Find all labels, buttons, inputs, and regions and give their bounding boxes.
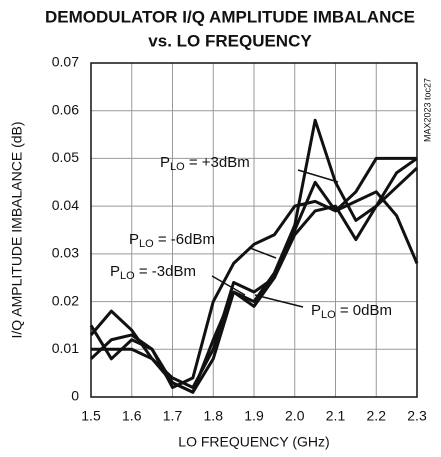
y-tick-label: 0.03 [52, 245, 79, 261]
y-tick-label: 0.04 [52, 197, 79, 213]
chart-title: vs. LO FREQUENCY [148, 31, 312, 50]
annotation-arrow [297, 169, 339, 183]
annotation: PLO = +3dBm [160, 154, 250, 173]
x-tick-label: 1.7 [163, 408, 183, 424]
annotation-arrow [211, 275, 246, 296]
annotation-arrow [254, 294, 304, 308]
x-tick-label: 1.6 [122, 408, 142, 424]
annotation-text: = +3dBm [185, 154, 250, 171]
annotation-symbol: P [160, 154, 170, 171]
x-axis-label: LO FREQUENCY (GHz) [178, 434, 329, 450]
side-note: MAX2023 toc27 [422, 78, 432, 142]
annotation: PLO = -6dBm [129, 231, 215, 250]
annotation-symbol: P [110, 263, 120, 280]
annotation-subscript: LO [120, 270, 135, 282]
annotation-symbol: P [311, 302, 321, 319]
series-line [89, 166, 419, 394]
annotation-text: = -6dBm [154, 231, 215, 248]
y-tick-label: 0.06 [52, 101, 79, 117]
annotation-subscript: LO [139, 238, 154, 250]
chart-title: DEMODULATOR I/Q AMPLITUDE IMBALANCE [45, 7, 415, 26]
y-tick-label: 0.05 [52, 149, 79, 165]
annotation-text: = 0dBm [336, 302, 392, 319]
annotation: PLO = -3dBm [110, 263, 196, 282]
x-tick-label: 1.8 [204, 408, 224, 424]
series-line [89, 118, 418, 394]
annotation-subscript: LO [321, 309, 336, 321]
y-tick-label: 0.07 [52, 54, 79, 70]
x-tick-label: 2.1 [326, 408, 346, 424]
annotation-symbol: P [129, 231, 139, 248]
x-tick-label: 1.9 [244, 408, 264, 424]
series-line [91, 156, 417, 389]
plot-frame [90, 62, 418, 398]
x-tick-label: 2.2 [367, 408, 387, 424]
x-tick-label: 1.5 [81, 408, 101, 424]
annotation-text: = -3dBm [135, 263, 196, 280]
x-tick-label: 2.3 [407, 408, 427, 424]
annotation-subscript: LO [170, 161, 185, 173]
x-tick-label: 2.0 [285, 408, 305, 424]
annotation: PLO = 0dBm [311, 302, 392, 321]
y-tick-label: 0.02 [52, 292, 79, 308]
y-tick-label: 0.01 [52, 340, 79, 356]
y-tick-label: 0 [71, 388, 79, 404]
y-axis-label: I/Q AMPLITUDE IMBALANCE (dB) [9, 121, 25, 338]
annotation-arrow [249, 247, 277, 259]
